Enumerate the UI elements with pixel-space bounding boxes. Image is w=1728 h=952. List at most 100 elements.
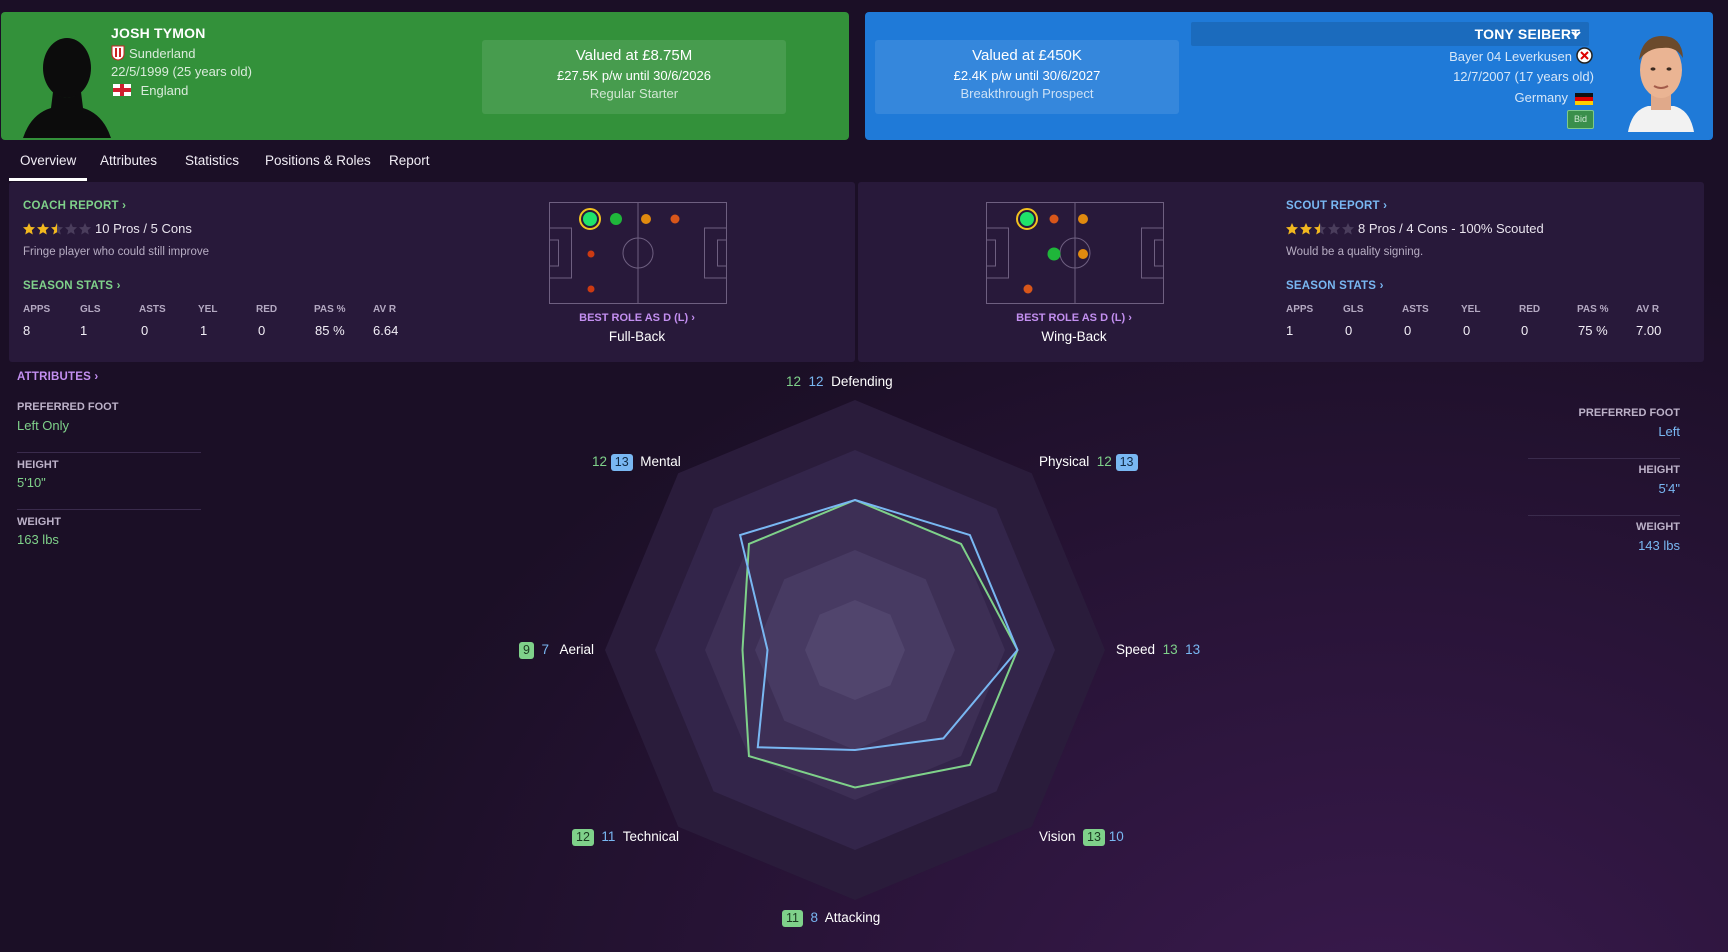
tab-attributes[interactable]: Attributes bbox=[100, 153, 158, 168]
weight-value: 143 lbs bbox=[1638, 538, 1680, 553]
stat-header-red: RED bbox=[1519, 304, 1541, 315]
radar-label-technical: 12 11 Technical bbox=[572, 829, 679, 846]
defending-right-value: 12 bbox=[808, 374, 824, 389]
tab-positions-roles[interactable]: Positions & Roles bbox=[265, 153, 371, 168]
best-role-link[interactable]: BEST ROLE AS D (L) › bbox=[537, 312, 737, 324]
tab-report[interactable]: Report bbox=[389, 153, 430, 168]
mental-left-value: 12 bbox=[592, 454, 608, 469]
radar-label-speed: Speed 13 13 bbox=[1116, 642, 1200, 657]
stat-header-pas: PAS % bbox=[314, 304, 346, 315]
club-name[interactable]: Bayer 04 Leverkusen bbox=[1449, 49, 1572, 64]
germany-flag-icon bbox=[1575, 93, 1593, 105]
radar-label-mental: 12 13 Mental bbox=[592, 454, 681, 471]
chevron-right-icon: › bbox=[1379, 280, 1384, 292]
best-role-link[interactable]: BEST ROLE AS D (L) › bbox=[974, 312, 1174, 324]
defending-label: Defending bbox=[831, 374, 893, 389]
nation-name: Germany bbox=[1514, 90, 1568, 105]
chevron-down-icon[interactable] bbox=[1570, 29, 1582, 39]
tab-overview[interactable]: Overview bbox=[20, 153, 77, 168]
stat-yel: 0 bbox=[1463, 323, 1471, 338]
overview-panel-left bbox=[9, 182, 855, 362]
stat-header-gls: GLS bbox=[80, 304, 101, 315]
aerial-left-value: 9 bbox=[519, 642, 534, 659]
chevron-right-icon: › bbox=[1383, 200, 1388, 212]
divider bbox=[17, 452, 201, 453]
club-crest-icon bbox=[1576, 47, 1593, 64]
chevron-right-icon: › bbox=[691, 312, 695, 324]
attacking-right-value: 8 bbox=[810, 910, 819, 925]
stat-header-red: RED bbox=[256, 304, 278, 315]
value-box-right: Valued at £450K £2.4K p/w until 30/6/202… bbox=[875, 40, 1179, 114]
stat-header-yel: YEL bbox=[198, 304, 218, 315]
compare-player-name[interactable]: TONY SEIBERT bbox=[1474, 26, 1580, 42]
player-card-right: Valued at £450K £2.4K p/w until 30/6/202… bbox=[865, 12, 1713, 140]
scout-report-link[interactable]: SCOUT REPORT › bbox=[1286, 200, 1387, 212]
physical-left-value: 12 bbox=[1096, 454, 1112, 469]
speed-label: Speed bbox=[1116, 642, 1156, 657]
player-name[interactable]: JOSH TYMON bbox=[111, 25, 206, 41]
attributes-link[interactable]: ATTRIBUTES › bbox=[17, 371, 98, 383]
scout-rating-stars bbox=[1286, 223, 1354, 235]
radar-series-left bbox=[741, 498, 1019, 789]
scout-report-title: SCOUT REPORT bbox=[1286, 200, 1380, 212]
divider bbox=[1528, 515, 1680, 516]
technical-left-value: 12 bbox=[572, 829, 594, 846]
coach-report-title: COACH REPORT bbox=[23, 200, 119, 212]
best-role-name: Full-Back bbox=[608, 329, 666, 344]
position-pitch-right[interactable] bbox=[986, 202, 1164, 304]
position-pitch-left[interactable] bbox=[549, 202, 727, 304]
season-stats-link[interactable]: SEASON STATS › bbox=[23, 280, 121, 292]
coach-report-link[interactable]: COACH REPORT › bbox=[23, 200, 126, 212]
stat-avr: 6.64 bbox=[373, 323, 399, 338]
stat-apps: 8 bbox=[23, 323, 31, 338]
value-box-left: Valued at £8.75M £27.5K p/w until 30/6/2… bbox=[482, 40, 786, 114]
radar-label-defending: 12 12 Defending bbox=[786, 374, 893, 389]
height-label: HEIGHT bbox=[1638, 464, 1680, 476]
weight-value: 163 lbs bbox=[17, 532, 59, 547]
attribute-radar-chart bbox=[605, 400, 1105, 900]
player-wage: £2.4K p/w until 30/6/2027 bbox=[953, 68, 1101, 83]
height-value: 5'4" bbox=[1658, 481, 1680, 496]
stat-gls: 0 bbox=[1345, 323, 1353, 338]
season-stats-link[interactable]: SEASON STATS › bbox=[1286, 280, 1384, 292]
technical-right-value: 11 bbox=[601, 829, 616, 844]
stat-yel: 1 bbox=[200, 323, 208, 338]
chevron-right-icon: › bbox=[1128, 312, 1132, 324]
club-row[interactable]: Sunderland bbox=[111, 45, 196, 61]
radar-series-right bbox=[738, 498, 1019, 752]
nation-name: England bbox=[140, 83, 189, 98]
technical-label: Technical bbox=[622, 829, 679, 844]
weight-label: WEIGHT bbox=[1636, 521, 1680, 533]
compare-player-select[interactable] bbox=[1191, 22, 1589, 46]
preferred-foot-value: Left Only bbox=[17, 418, 70, 433]
chevron-right-icon: › bbox=[116, 280, 121, 292]
stat-header-gls: GLS bbox=[1343, 304, 1364, 315]
season-stats-title: SEASON STATS bbox=[23, 280, 114, 292]
coach-summary: Fringe player who could still improve bbox=[23, 246, 209, 258]
stat-header-asts: ASTS bbox=[1402, 304, 1429, 315]
stat-header-apps: APPS bbox=[1286, 304, 1314, 315]
bid-button[interactable]: Bid bbox=[1567, 110, 1594, 129]
overview-panel-right bbox=[858, 182, 1704, 362]
stat-header-apps: APPS bbox=[23, 304, 51, 315]
radar-label-physical: Physical 12 13 bbox=[1039, 454, 1138, 471]
club-name: Sunderland bbox=[129, 46, 196, 61]
speed-left-value: 13 bbox=[1162, 642, 1178, 657]
england-flag-icon bbox=[113, 84, 131, 96]
preferred-foot-label: PREFERRED FOOT bbox=[17, 401, 119, 413]
nation-row[interactable]: England bbox=[113, 83, 188, 98]
defending-left-value: 12 bbox=[786, 374, 802, 389]
player-status: Regular Starter bbox=[589, 86, 679, 101]
physical-right-value: 13 bbox=[1115, 454, 1138, 471]
player-dob: 22/5/1999 (25 years old) bbox=[111, 64, 252, 79]
radar-background bbox=[605, 400, 1105, 900]
best-role-name: Wing-Back bbox=[1041, 329, 1107, 344]
stat-header-avr: AV R bbox=[373, 304, 397, 315]
stat-avr: 7.00 bbox=[1636, 323, 1662, 338]
tab-statistics[interactable]: Statistics bbox=[185, 153, 240, 168]
aerial-label: Aerial bbox=[559, 642, 595, 657]
divider bbox=[1528, 458, 1680, 459]
coach-rating-stars bbox=[23, 223, 91, 235]
attacking-left-value: 11 bbox=[782, 910, 803, 927]
stat-gls: 1 bbox=[80, 323, 88, 338]
